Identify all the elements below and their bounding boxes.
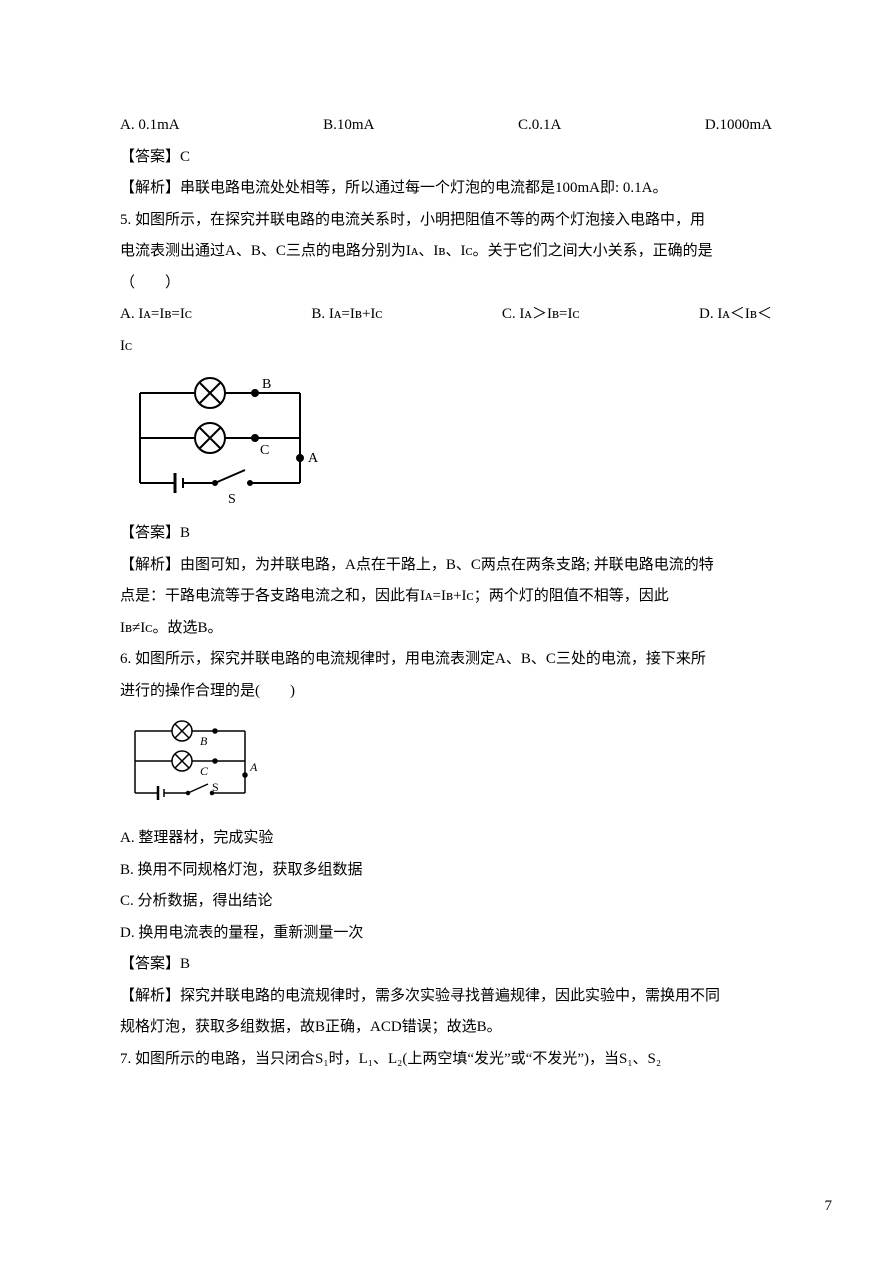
q4-opt-d: D.1000mA — [705, 110, 772, 142]
svg-text:B: B — [262, 377, 271, 392]
q6-stem-2: 进行的操作合理的是( ) — [120, 676, 772, 708]
q6-opt-d: D. 换用电流表的量程，重新测量一次 — [120, 918, 772, 950]
svg-text:A: A — [249, 760, 258, 774]
q4-opt-a: A. 0.1mA — [120, 110, 180, 142]
q6-explain-1: 【解析】探究并联电路的电流规律时，需多次实验寻找普遍规律，因此实验中，需换用不同 — [120, 981, 772, 1013]
q6-explain-2: 规格灯泡，获取多组数据，故B正确，ACD错误；故选B。 — [120, 1012, 772, 1044]
q4-opt-c: C.0.1A — [518, 110, 561, 142]
q5-opt-c: C. Iᴀ＞Iʙ=Iᴄ — [502, 299, 580, 331]
q5-stem-3: （ ） — [120, 268, 772, 300]
q4-options: A. 0.1mA B.10mA C.0.1A D.1000mA — [120, 110, 772, 142]
q5-explain-1: 【解析】由图可知，为并联电路，A点在干路上，B、C两点在两条支路; 并联电路电流… — [120, 550, 772, 582]
circuit-diagram-icon: B C A S — [120, 713, 260, 813]
q6-opt-c: C. 分析数据，得出结论 — [120, 886, 772, 918]
circuit-diagram-icon: B C A S — [120, 368, 320, 508]
svg-text:C: C — [260, 443, 269, 458]
svg-text:A: A — [308, 451, 319, 466]
svg-text:S: S — [228, 492, 236, 507]
q5-explain-3: Iʙ≠Iᴄ。故选B。 — [120, 613, 772, 645]
q5-opt-d-cont: Iᴄ — [120, 331, 772, 363]
q4-answer: 【答案】C — [120, 142, 772, 174]
q5-opt-a: A. Iᴀ=Iʙ=Iᴄ — [120, 299, 192, 331]
q6-opt-b: B. 换用不同规格灯泡，获取多组数据 — [120, 855, 772, 887]
q4-opt-b: B.10mA — [323, 110, 374, 142]
page: A. 0.1mA B.10mA C.0.1A D.1000mA 【答案】C 【解… — [0, 0, 892, 1262]
q5-options: A. Iᴀ=Iʙ=Iᴄ B. Iᴀ=Iʙ+Iᴄ C. Iᴀ＞Iʙ=Iᴄ D. I… — [120, 299, 772, 331]
q6-answer: 【答案】B — [120, 949, 772, 981]
svg-text:S: S — [212, 780, 219, 794]
svg-text:C: C — [200, 764, 209, 778]
q5-circuit-figure: B C A S — [120, 368, 772, 508]
svg-text:B: B — [200, 734, 208, 748]
q5-explain-2: 点是：干路电流等于各支路电流之和，因此有Iᴀ=Iʙ+Iᴄ；两个灯的阻值不相等，因… — [120, 581, 772, 613]
q5-opt-b: B. Iᴀ=Iʙ+Iᴄ — [311, 299, 382, 331]
q5-stem-1: 5. 如图所示，在探究并联电路的电流关系时，小明把阻值不等的两个灯泡接入电路中，… — [120, 205, 772, 237]
q6-opt-a: A. 整理器材，完成实验 — [120, 823, 772, 855]
q5-stem-2: 电流表测出通过A、B、C三点的电路分别为Iᴀ、Iʙ、Iᴄ。关于它们之间大小关系，… — [120, 236, 772, 268]
page-number: 7 — [825, 1191, 833, 1223]
q6-stem-1: 6. 如图所示，探究并联电路的电流规律时，用电流表测定A、B、C三处的电流，接下… — [120, 644, 772, 676]
q7-stem: 7. 如图所示的电路，当只闭合S₁时，L₁、L₂(上两空填“发光”或“不发光”)… — [120, 1044, 772, 1076]
q5-opt-d: D. Iᴀ＜Iʙ＜ — [699, 299, 772, 331]
q4-explain: 【解析】串联电路电流处处相等，所以通过每一个灯泡的电流都是100mA即: 0.1… — [120, 173, 772, 205]
q5-answer: 【答案】B — [120, 518, 772, 550]
q6-circuit-figure: B C A S — [120, 713, 772, 813]
